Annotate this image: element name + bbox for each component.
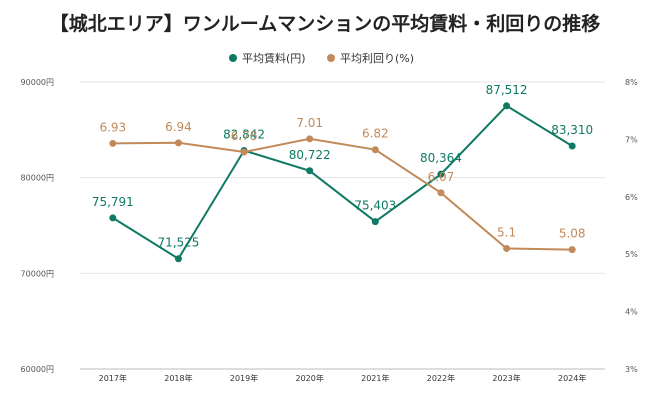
legend-marker — [327, 54, 335, 62]
data-point — [109, 139, 117, 147]
series-line — [112, 137, 573, 251]
legend-item: 平均利回り(%) — [327, 52, 414, 65]
y-right-tick-label: 5% — [625, 250, 638, 259]
series-line — [112, 104, 573, 261]
x-tick-label: 2021年 — [361, 373, 389, 383]
data-label: 6.94 — [165, 120, 192, 134]
legend-label: 平均賃料(円) — [242, 51, 306, 65]
y-axis-right: 3% 4% 5% 6% 7% 8% — [625, 78, 638, 374]
y-axis-left: 60000円 70000円 80000円 90000円 — [21, 78, 54, 374]
y-right-tick-label: 8% — [625, 78, 638, 87]
y-left-tick-label: 80000円 — [21, 174, 54, 183]
data-label: 6.78 — [231, 129, 258, 143]
data-label: 7.01 — [296, 116, 323, 130]
y-left-tick-label: 90000円 — [21, 78, 54, 87]
data-point — [240, 148, 248, 156]
data-point — [371, 218, 379, 226]
data-point — [503, 102, 511, 110]
y-right-tick-label: 6% — [625, 193, 638, 202]
data-point — [568, 142, 576, 150]
data-label: 75,403 — [354, 199, 396, 213]
data-point — [503, 244, 511, 252]
x-axis: 2017年 2018年 2019年 2020年 2021年 2022年 2023年 2024年 — [80, 368, 605, 383]
x-tick-label: 2024年 — [558, 373, 586, 383]
y-left-tick-label: 60000円 — [21, 365, 54, 374]
series-group: 75,791 71,525 82,842 80,722 75,403 80,364 87,5… — [92, 83, 593, 263]
chart-title: 【城北エリア】ワンルームマンションの平均賃料・利回りの推移 — [50, 12, 600, 35]
legend-label: 平均利回り(%) — [340, 52, 414, 65]
x-tick-label: 2022年 — [427, 373, 455, 383]
legend-item: 平均賃料(円) — [229, 51, 306, 65]
data-label: 82,842 — [223, 127, 265, 141]
data-point — [437, 170, 445, 178]
grid-lines — [80, 81, 605, 370]
data-point — [109, 214, 117, 222]
data-label: 6.07 — [428, 170, 455, 184]
data-label: 80,722 — [289, 148, 331, 162]
data-label: 87,512 — [486, 83, 528, 97]
data-label: 83,310 — [551, 123, 593, 137]
y-right-tick-label: 7% — [625, 135, 638, 144]
data-point — [437, 189, 445, 197]
data-label: 80,364 — [420, 151, 462, 165]
data-point — [306, 135, 314, 143]
data-point — [568, 246, 576, 254]
x-tick-label: 2023年 — [492, 373, 520, 383]
x-tick-label: 2017年 — [99, 373, 127, 383]
data-point — [371, 146, 379, 154]
x-tick-label: 2019年 — [230, 373, 258, 383]
legend-marker — [229, 54, 237, 62]
y-right-tick-label: 4% — [625, 308, 638, 317]
data-label: 5.08 — [559, 227, 586, 241]
y-left-tick-label: 70000円 — [21, 269, 54, 278]
data-point — [174, 255, 182, 263]
data-label: 6.93 — [99, 120, 126, 134]
x-tick-label: 2018年 — [164, 373, 192, 383]
data-label: 71,525 — [157, 236, 199, 250]
y-right-tick-label: 3% — [625, 365, 638, 374]
data-point — [306, 167, 314, 175]
x-tick-label: 2020年 — [296, 373, 324, 383]
data-label: 6.82 — [362, 127, 389, 141]
data-point — [174, 139, 182, 147]
data-label: 75,791 — [92, 195, 134, 209]
data-label: 5.1 — [497, 225, 516, 239]
legend: 平均賃料(円) 平均利回り(%) — [229, 51, 414, 65]
